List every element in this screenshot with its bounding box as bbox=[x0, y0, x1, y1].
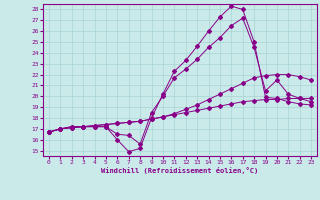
X-axis label: Windchill (Refroidissement éolien,°C): Windchill (Refroidissement éolien,°C) bbox=[101, 167, 259, 174]
